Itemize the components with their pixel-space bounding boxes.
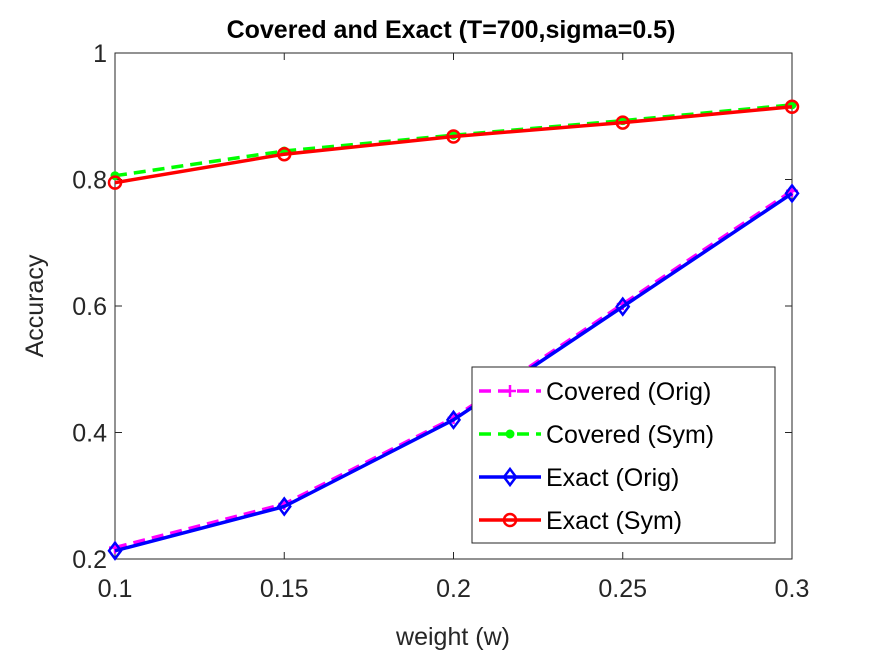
legend-marker-covered-sym xyxy=(505,429,515,439)
data-point-exact-sym xyxy=(107,175,123,190)
legend: Covered (Orig) Covered (Sym) Exact (Orig) E… xyxy=(471,366,776,544)
y-tick-label: 0.4 xyxy=(72,420,107,448)
legend-label-exact-sym: Exact (Sym) xyxy=(546,507,682,535)
legend-marker-covered-orig xyxy=(504,385,516,397)
legend-label-covered-orig: Covered (Orig) xyxy=(546,378,711,406)
chart-title: Covered and Exact (T=700,sigma=0.5) xyxy=(227,16,676,44)
data-point-exact-orig xyxy=(445,409,462,430)
data-point-exact-orig xyxy=(276,496,292,517)
axis-ticks: 0.1 0.15 0.2 0.25 0.3 0.2 0.4 0.6 0.8 1 xyxy=(72,40,809,603)
x-tick-label: 0.1 xyxy=(98,575,133,603)
data-point-exact-orig xyxy=(615,296,631,317)
y-axis-label: Accuracy xyxy=(21,254,49,357)
data-point-exact-orig xyxy=(784,183,800,204)
x-tick-label: 0.3 xyxy=(775,575,810,603)
y-tick-label: 1 xyxy=(93,40,107,68)
y-tick-label: 0.2 xyxy=(72,546,107,574)
series-exact-sym xyxy=(107,99,800,190)
x-tick-label: 0.2 xyxy=(436,575,471,603)
series-line-exact-sym xyxy=(114,105,793,185)
x-axis-label: weight (w) xyxy=(395,623,510,651)
data-point-exact-orig xyxy=(107,540,123,561)
data-series xyxy=(107,99,800,561)
legend-label-covered-sym: Covered (Sym) xyxy=(546,421,714,449)
y-tick-label: 0.6 xyxy=(72,293,107,321)
data-point-exact-sym xyxy=(277,146,292,162)
series-line-covered-sym xyxy=(114,103,793,178)
legend-marker-exact-orig xyxy=(502,466,518,488)
series-exact-orig xyxy=(107,183,800,561)
data-point-exact-sym xyxy=(446,129,461,144)
legend-box xyxy=(471,366,776,544)
data-point-exact-sym xyxy=(784,99,800,115)
data-point-exact-sym xyxy=(615,115,630,130)
x-tick-label: 0.15 xyxy=(260,575,309,603)
legend-label-exact-orig: Exact (Orig) xyxy=(546,464,679,492)
legend-marker-exact-sym xyxy=(502,512,518,528)
x-tick-label: 0.25 xyxy=(598,575,647,603)
series-line-exact-orig xyxy=(114,191,793,553)
y-tick-label: 0.8 xyxy=(72,167,107,195)
